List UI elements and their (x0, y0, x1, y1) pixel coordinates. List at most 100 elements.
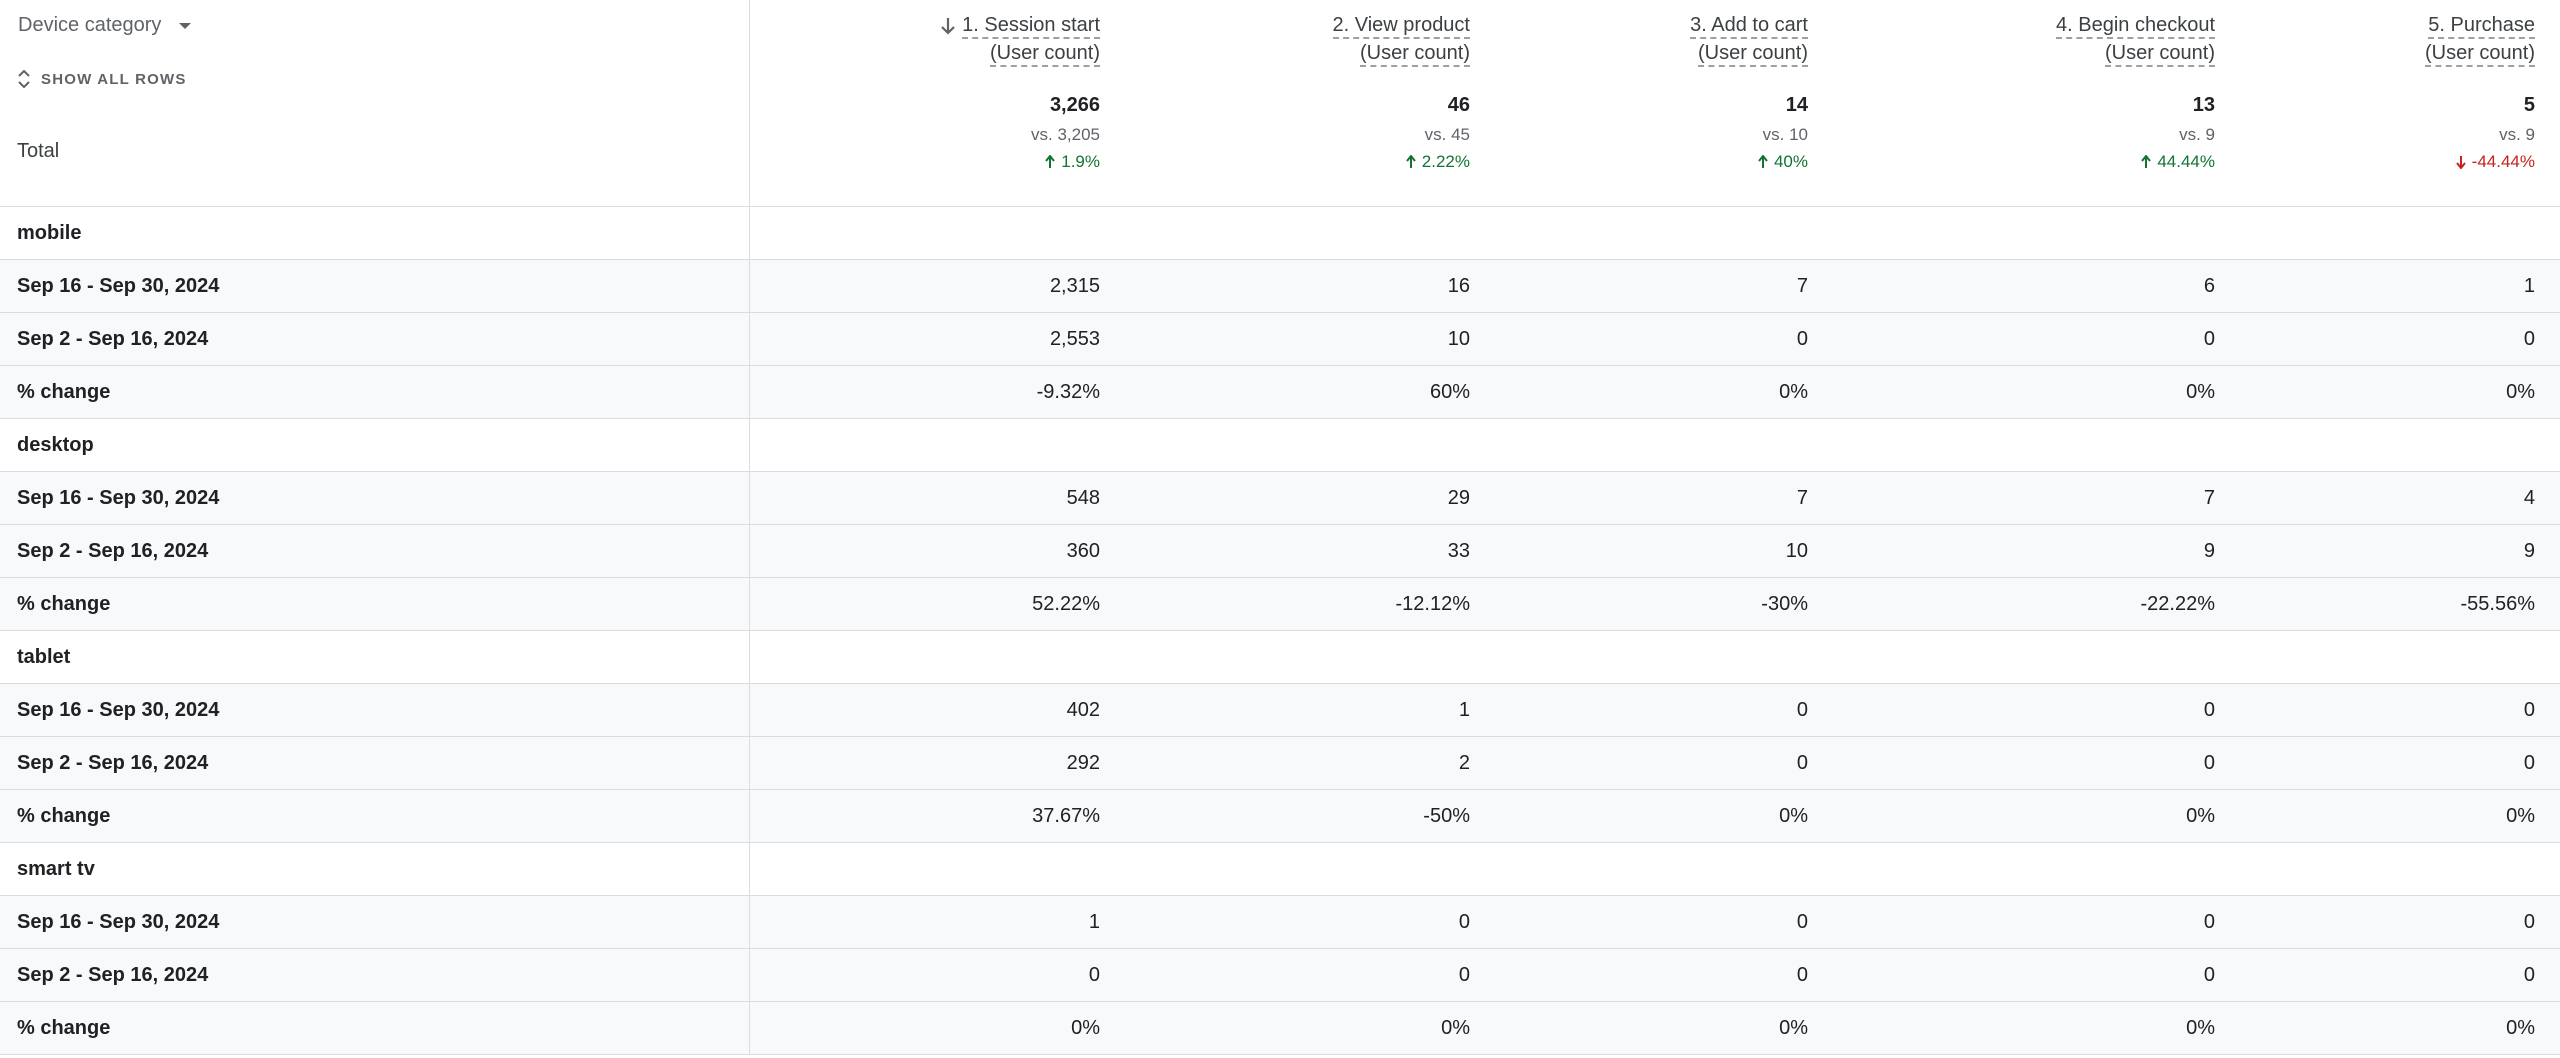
table-cell: 0 (2523, 328, 2535, 350)
table-row: Sep 2 - Sep 16, 2024 360 33 10 9 9 (0, 525, 2560, 578)
table-cell: -12.12% (1395, 593, 1471, 615)
total-value: 14 (1785, 94, 1808, 116)
table-cell: 548 (1066, 487, 1100, 509)
total-change-value: 40% (1773, 152, 1808, 171)
column-sort-header[interactable]: 5. Purchase (User count) (2235, 13, 2535, 68)
table-cell: 0 (1796, 964, 1808, 986)
row-label: % change (0, 578, 750, 630)
table-cell: 0% (1779, 805, 1808, 827)
sort-descending-icon (941, 18, 955, 35)
total-comparison: vs. 9 (2179, 125, 2215, 144)
table-cell: 7 (1796, 275, 1808, 297)
table-cell: 360 (1066, 540, 1100, 562)
table-cell: -55.56% (2460, 593, 2536, 615)
table-cell: 10 (1785, 540, 1808, 562)
table-cell: 2 (1458, 752, 1470, 774)
table-cell: 10 (1447, 328, 1470, 350)
row-label: % change (0, 1002, 750, 1054)
table-cell: 0% (2506, 381, 2535, 403)
metric-column-header: 1. Session start (User count) 3,266 vs. 3,2… (800, 0, 1100, 207)
total-comparison: vs. 9 (2499, 125, 2535, 144)
table-body: mobile Sep 16 - Sep 30, 2024 2,315 16 7 6 1 Sep… (0, 207, 2560, 1055)
total-change-value: 1.9% (1061, 152, 1100, 171)
table-cell: 0% (1779, 381, 1808, 403)
total-value: 46 (1447, 94, 1470, 116)
group-row: mobile (0, 207, 2560, 260)
table-cell: 0 (1458, 964, 1470, 986)
header-dimension-cell: Device category SHOW ALL ROWS Total (0, 0, 750, 207)
table-cell: 0 (2523, 964, 2535, 986)
row-label: Sep 16 - Sep 30, 2024 (0, 896, 750, 948)
table-cell: 0% (2186, 1017, 2215, 1039)
table-cell: 60% (1429, 381, 1470, 403)
total-label: Total (17, 140, 60, 162)
table-cell: 0 (1088, 964, 1100, 986)
arrow-up-icon (2141, 155, 2152, 168)
column-title: 3. Add to cart (1690, 13, 1808, 39)
column-subtitle: (User count) (1359, 41, 1470, 67)
total-change-value: 44.44% (2157, 152, 2215, 171)
column-sort-header[interactable]: 2. View product (User count) (1170, 13, 1470, 68)
arrow-down-icon (2455, 156, 2466, 169)
table-row: Sep 16 - Sep 30, 2024 402 1 0 0 0 (0, 684, 2560, 737)
table-cell: 0 (2203, 911, 2215, 933)
table-cell: -50% (1423, 805, 1470, 827)
column-sort-header[interactable]: 1. Session start (User count) (800, 13, 1100, 68)
row-label: % change (0, 790, 750, 842)
dimension-dropdown[interactable]: Device category (18, 14, 192, 37)
total-comparison: vs. 45 (1424, 125, 1470, 144)
total-change: 2.22% (1170, 152, 1470, 172)
table-cell: 6 (2203, 275, 2215, 297)
table-cell: 0% (2186, 805, 2215, 827)
total-value: 5 (2523, 94, 2535, 116)
row-label: Sep 2 - Sep 16, 2024 (0, 525, 750, 577)
row-label: Sep 2 - Sep 16, 2024 (0, 737, 750, 789)
total-value: 3,266 (1049, 94, 1100, 116)
expand-collapse-icon (18, 69, 30, 89)
table-cell: 0% (1779, 1017, 1808, 1039)
arrow-up-icon (1758, 155, 1768, 168)
table-row: Sep 2 - Sep 16, 2024 2,553 10 0 0 0 (0, 313, 2560, 366)
column-sort-header[interactable]: 4. Begin checkout (User count) (1915, 13, 2215, 68)
row-label: Sep 2 - Sep 16, 2024 (0, 949, 750, 1001)
metric-column-header: 2. View product (User count) 46 vs. 45 2.22% (1170, 0, 1470, 207)
dimension-label: Device category (18, 14, 162, 36)
table-cell: -30% (1761, 593, 1808, 615)
table-cell: 0 (2523, 752, 2535, 774)
table-cell: 402 (1066, 699, 1100, 721)
total-change: 44.44% (1915, 152, 2215, 172)
show-all-rows-button[interactable]: SHOW ALL ROWS (16, 68, 187, 90)
column-subtitle: (User count) (2104, 41, 2215, 67)
table-cell: 16 (1447, 275, 1470, 297)
table-cell: 0 (2523, 911, 2535, 933)
column-title: 2. View product (1332, 13, 1470, 39)
table-cell: -22.22% (2140, 593, 2216, 615)
table-cell: 29 (1447, 487, 1470, 509)
column-subtitle: (User count) (2424, 41, 2535, 67)
total-comparison: vs. 10 (1762, 125, 1808, 144)
table-cell: 2,315 (1049, 275, 1100, 297)
metric-column-header: 3. Add to cart (User count) 14 vs. 10 40% (1508, 0, 1808, 207)
total-value: 13 (2192, 94, 2215, 116)
row-label: Sep 16 - Sep 30, 2024 (0, 472, 750, 524)
table-cell: 0% (2506, 805, 2535, 827)
group-row: tablet (0, 631, 2560, 684)
group-label: mobile (0, 207, 750, 259)
column-sort-header[interactable]: 3. Add to cart (User count) (1508, 13, 1808, 68)
table-cell: 2,553 (1049, 328, 1100, 350)
group-label: desktop (0, 419, 750, 471)
table-cell: 9 (2523, 540, 2535, 562)
table-cell: 0 (2203, 699, 2215, 721)
caret-down-icon (179, 22, 192, 29)
arrow-up-icon (1406, 155, 1416, 168)
group-label: smart tv (0, 843, 750, 895)
table-cell: 52.22% (1032, 593, 1100, 615)
group-label: tablet (0, 631, 750, 683)
table-cell: 0% (1071, 1017, 1100, 1039)
column-subtitle: (User count) (1697, 41, 1808, 67)
metric-column-header: 5. Purchase (User count) 5 vs. 9 -44.44% (2235, 0, 2535, 207)
column-subtitle: (User count) (989, 41, 1100, 67)
row-label: % change (0, 366, 750, 418)
table-cell: -9.32% (1036, 381, 1100, 403)
show-all-rows-label: SHOW ALL ROWS (41, 70, 187, 88)
